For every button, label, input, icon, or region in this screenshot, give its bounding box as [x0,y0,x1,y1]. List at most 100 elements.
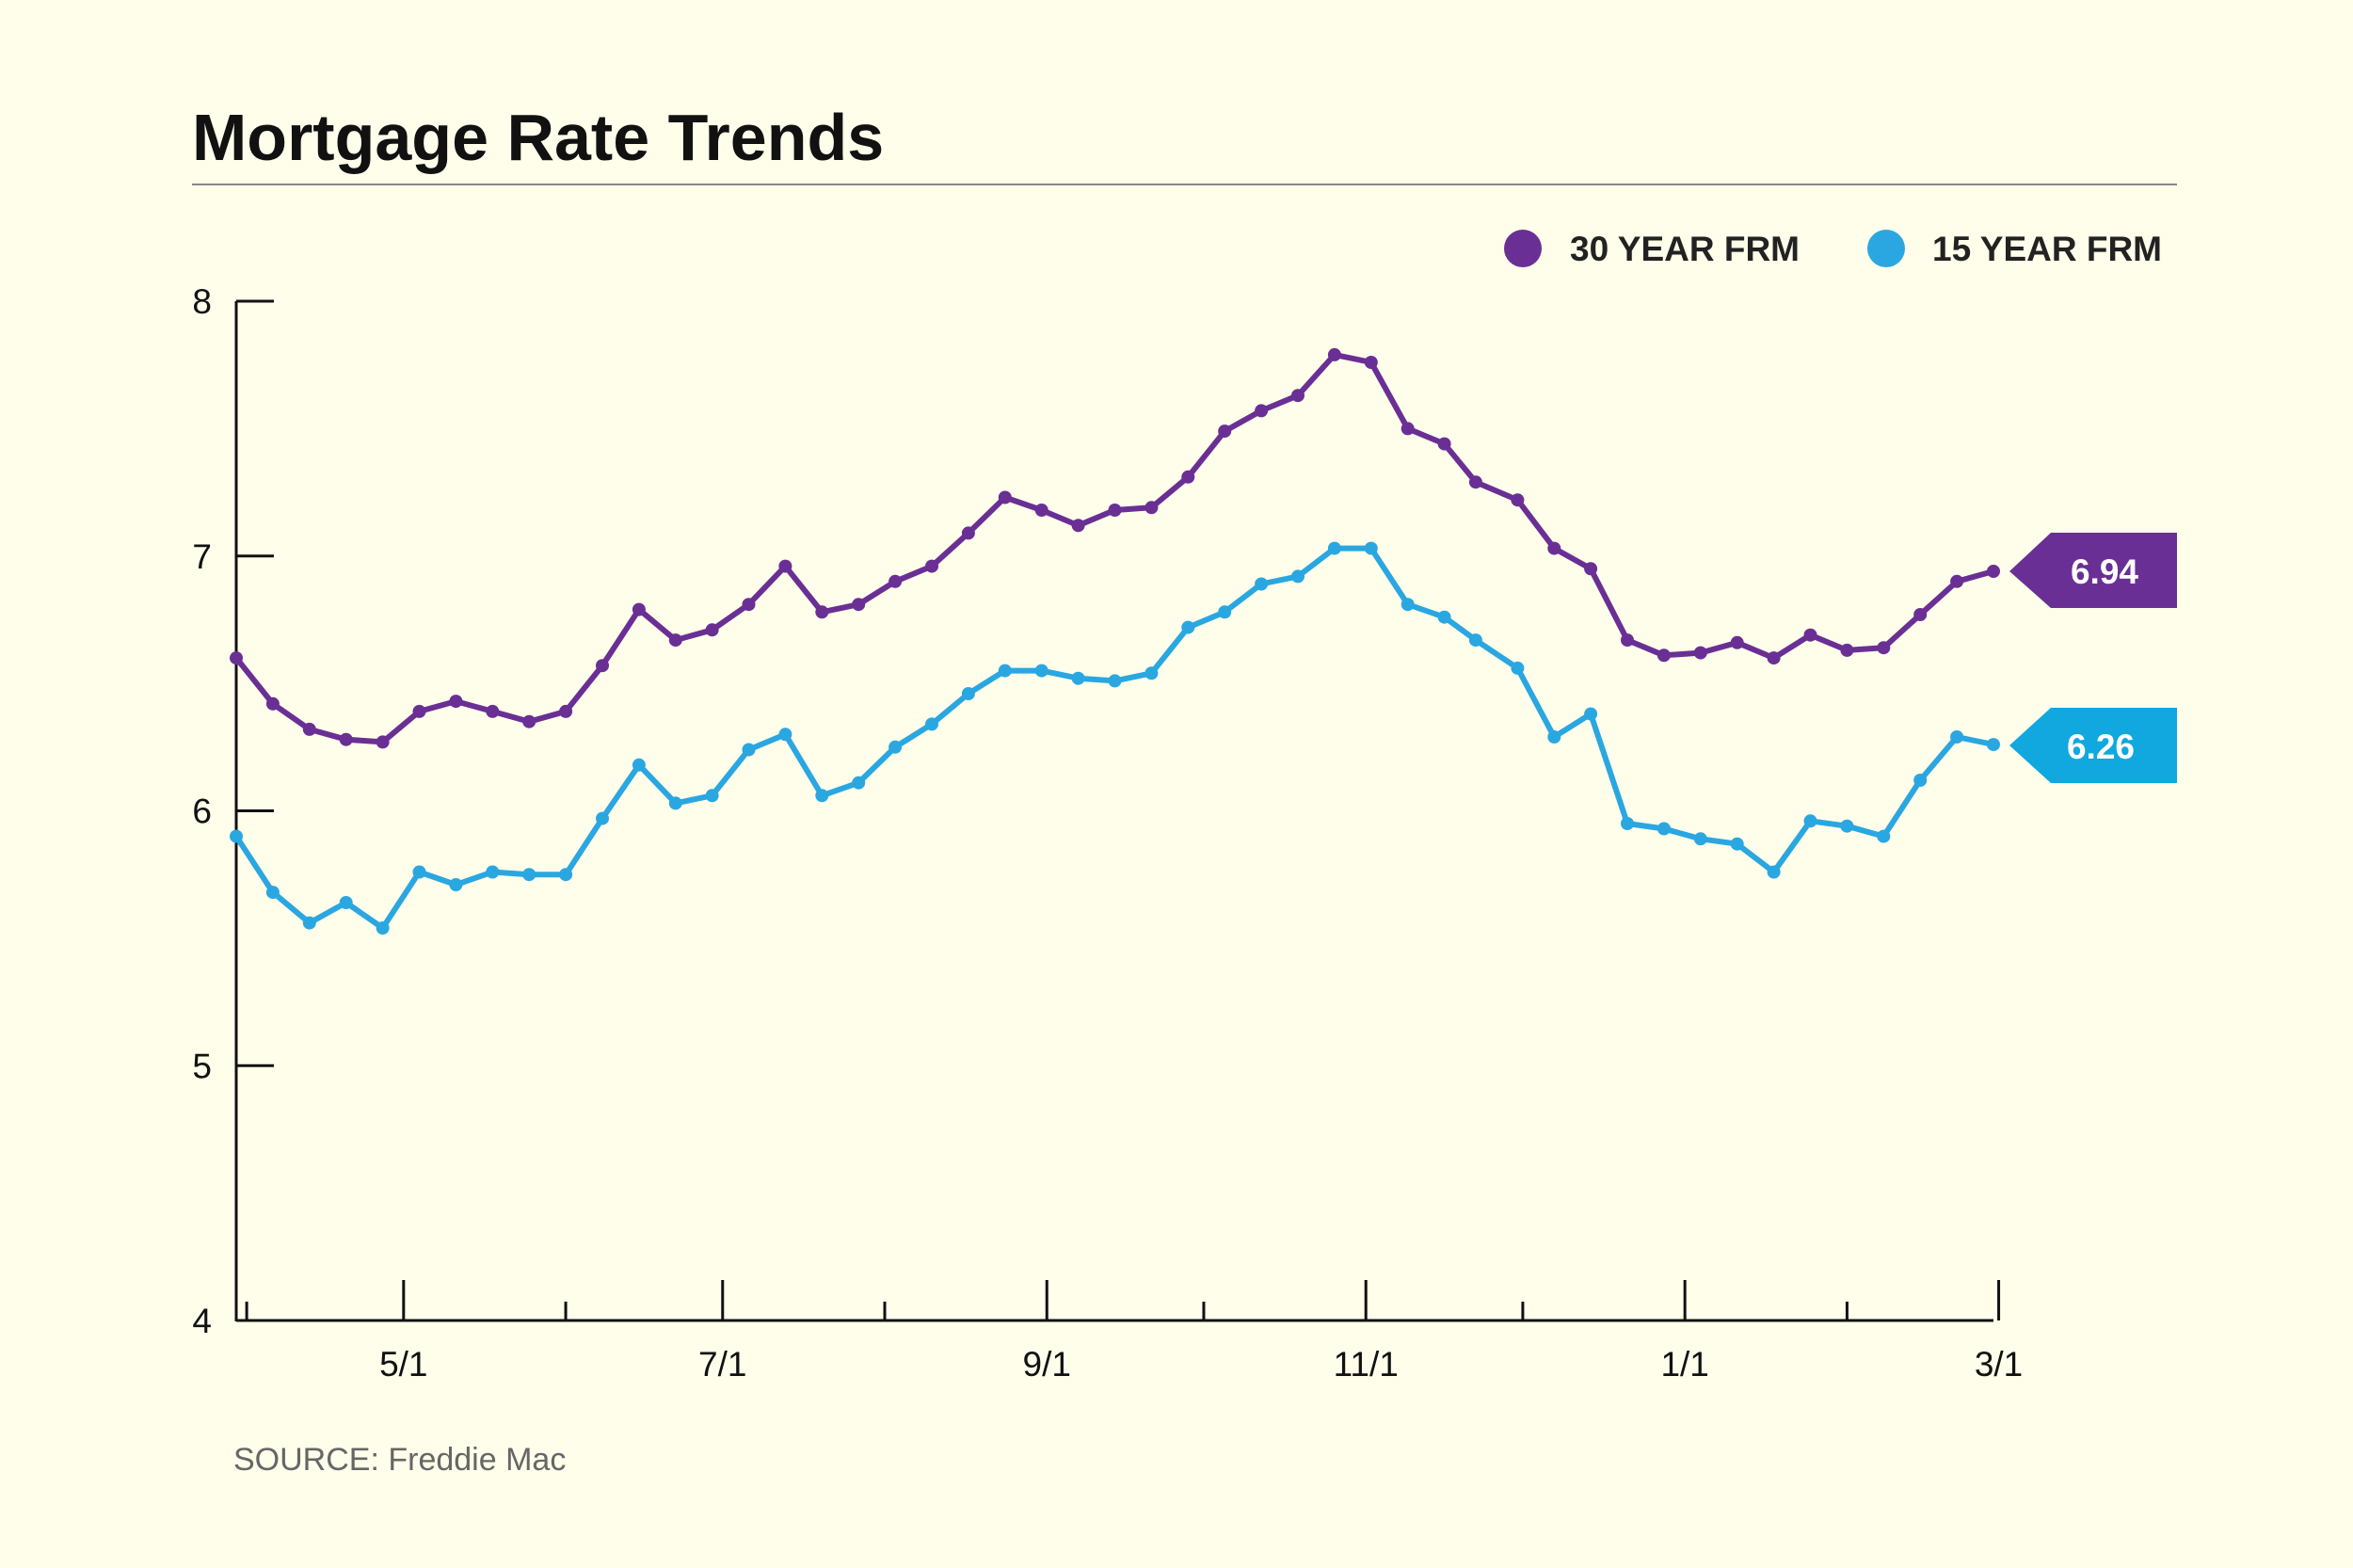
data-point-30-year [1327,347,1341,361]
data-point-15-year [925,717,938,731]
data-point-30-year [1144,501,1159,515]
x-tick-label-3-1: 3/1 [1975,1345,2023,1384]
callout-15-year: 6.26 [2009,708,2177,783]
data-point-15-year [230,829,243,843]
axes: 4 5 6 7 8 5/1 7/1 9/1 11/1 1/1 3/1 [192,282,2023,1384]
data-point-15-year [1255,577,1269,591]
data-point-15-year [412,865,426,879]
data-point-15-year [1803,814,1817,828]
data-point-15-year [815,789,829,803]
data-point-30-year [559,704,573,718]
data-point-15-year [888,740,903,754]
data-point-15-year [852,776,866,790]
data-point-30-year [852,598,866,612]
data-point-15-year [522,868,536,882]
y-tick-label-4: 4 [192,1302,212,1340]
data-point-15-year [1840,819,1854,833]
data-point-15-year [1034,664,1048,678]
data-point-30-year [998,490,1012,504]
callout-30-year: 6.94 [2009,533,2177,608]
data-point-30-year [815,605,829,619]
x-tick-label-1-1: 1/1 [1660,1345,1708,1384]
data-point-30-year [1767,651,1781,665]
data-point-30-year [1291,389,1305,403]
data-point-30-year [1218,424,1232,439]
data-point-30-year [705,623,719,637]
data-point-15-year [339,896,353,909]
data-point-30-year [449,695,463,709]
series-line-15-year [233,545,1996,931]
chart-title: Mortgage Rate Trends [192,101,884,174]
data-point-15-year [1401,598,1415,612]
data-point-15-year [1913,774,1928,787]
y-tick-label-7: 7 [192,537,212,576]
data-point-15-year [265,886,280,900]
y-tick-label-8: 8 [192,282,212,321]
data-point-15-year [1767,865,1781,879]
legend-marker-15-year [1867,230,1905,267]
data-point-15-year [1693,832,1707,846]
data-point-30-year [1181,470,1195,484]
data-point-15-year [1987,738,2000,752]
data-point-30-year [412,704,426,718]
data-point-30-year [230,651,243,665]
data-point-15-year [449,878,463,891]
x-tick-label-5-1: 5/1 [379,1345,427,1384]
x-tick-label-11-1: 11/1 [1334,1345,1399,1384]
x-tick-label-7-1: 7/1 [698,1345,746,1384]
data-point-30-year [596,659,609,673]
data-point-30-year [1364,356,1378,369]
data-point-15-year [778,728,792,742]
data-point-30-year [265,696,280,711]
data-point-30-year [1584,562,1598,576]
data-point-30-year [1730,635,1744,649]
data-point-15-year [632,758,646,772]
data-point-30-year [1034,504,1048,517]
data-point-15-year [1218,605,1232,619]
data-point-15-year [998,664,1012,678]
data-point-30-year [302,722,316,736]
data-point-15-year [1437,610,1451,624]
data-point-15-year [1144,666,1159,680]
legend-label-30-year: 30 YEAR FRM [1570,230,1800,268]
data-point-15-year [1950,730,1964,744]
data-point-15-year [1657,822,1671,836]
y-tick-label-5: 5 [192,1047,212,1085]
data-point-30-year [1693,646,1707,660]
data-point-30-year [961,526,975,540]
data-point-30-year [1621,633,1634,648]
data-point-30-year [1803,628,1817,642]
data-point-15-year [1511,661,1525,675]
data-point-30-year [1547,541,1561,555]
data-point-30-year [486,704,500,718]
callout-15-year-value: 6.26 [2067,728,2135,766]
data-point-15-year [1730,837,1744,851]
data-point-30-year [888,574,903,588]
series-layer [230,347,2000,935]
callout-30-year-value: 6.94 [2071,552,2138,591]
data-point-15-year [486,865,500,879]
data-point-30-year [1511,493,1525,507]
data-point-30-year [1437,437,1451,451]
data-point-15-year [559,868,573,882]
data-point-30-year [1877,641,1891,655]
data-point-15-year [1181,620,1195,634]
data-point-15-year [1108,674,1122,688]
data-point-15-year [302,916,316,930]
data-point-30-year [1950,574,1964,588]
data-point-15-year [1877,829,1891,843]
data-point-15-year [1621,817,1634,830]
data-point-30-year [742,598,756,612]
data-point-30-year [339,732,353,746]
data-point-30-year [1987,565,2000,578]
data-point-30-year [1255,404,1269,418]
data-point-30-year [925,559,938,573]
source-note: SOURCE: Freddie Mac [233,1442,566,1478]
data-point-15-year [1468,633,1482,648]
data-point-30-year [1468,475,1482,489]
data-point-30-year [1913,608,1928,621]
legend-marker-30-year [1504,230,1542,267]
data-point-15-year [1584,707,1598,721]
y-tick-label-6: 6 [192,792,212,831]
